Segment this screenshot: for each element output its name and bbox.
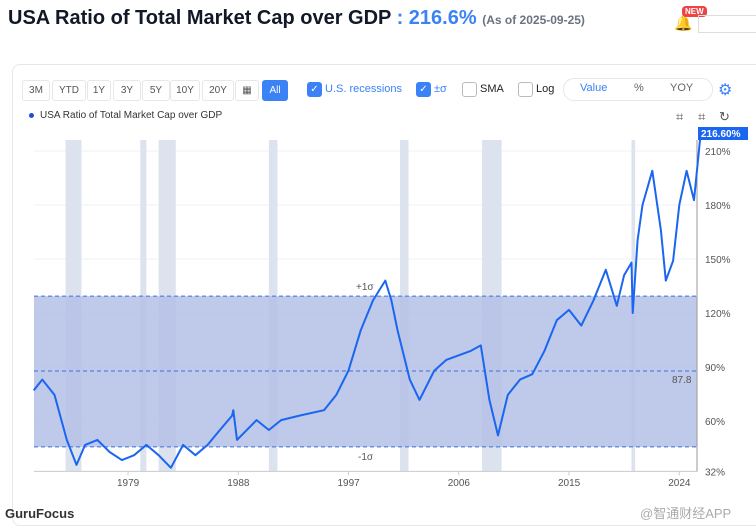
range-10y[interactable]: 10Y: [170, 80, 200, 101]
y-tick-label: 120%: [705, 309, 731, 320]
chart-legend[interactable]: USA Ratio of Total Market Cap over GDP: [29, 110, 222, 121]
search-box[interactable]: [698, 15, 756, 33]
refresh-icon[interactable]: ↻: [719, 109, 730, 124]
y-tick-label: 180%: [705, 201, 731, 212]
plus-sigma-label: +1σ: [356, 282, 374, 293]
range-all[interactable]: All: [262, 80, 288, 101]
crop-icon[interactable]: ⌗: [676, 109, 684, 124]
bell-icon[interactable]: 🔔: [674, 15, 693, 32]
x-tick-label: 2015: [558, 478, 581, 489]
range-5y[interactable]: 5Y: [142, 80, 170, 101]
series-line: [32, 139, 702, 469]
range-3y[interactable]: 3Y: [113, 80, 141, 101]
mode-segment: [563, 78, 713, 101]
y-tick-label: 150%: [705, 255, 731, 266]
range-1y[interactable]: 1Y: [87, 80, 111, 101]
range-ytd[interactable]: YTD: [52, 80, 86, 101]
x-tick-label: 2024: [668, 478, 691, 489]
legend-dot: [29, 112, 34, 118]
watermark: @智通财经APP: [640, 506, 732, 521]
new-badge: NEW: [682, 6, 707, 17]
x-tick-label: 1997: [338, 478, 361, 489]
y-tick-label: 60%: [705, 417, 725, 428]
sigma-label: ±σ: [434, 83, 447, 95]
mode-yoy[interactable]: YOY: [670, 82, 694, 94]
last-value-label: 216.60%: [701, 129, 741, 140]
x-tick-label: 2006: [448, 478, 471, 489]
y-tick-label: 210%: [705, 147, 731, 158]
page-title: USA Ratio of Total Market Cap over GDP :…: [8, 7, 585, 29]
sma-checkbox[interactable]: [462, 82, 477, 97]
sigma-checkbox[interactable]: ✓: [416, 82, 431, 97]
x-tick-label: 1988: [227, 478, 250, 489]
calendar-icon[interactable]: ▦: [235, 80, 259, 101]
mode-value[interactable]: Value: [580, 82, 608, 94]
mean-label: 87.8: [672, 375, 692, 386]
chart-card: [12, 64, 756, 526]
minus-sigma-label: -1σ: [358, 452, 374, 463]
x-tick-label: 1979: [117, 478, 140, 489]
sma-label: SMA: [480, 83, 504, 95]
y-tick-label: 32%: [705, 467, 725, 478]
crop-reset-icon[interactable]: ⌗: [698, 109, 706, 124]
gear-icon[interactable]: ⚙: [718, 82, 733, 99]
as-of-date: (As of 2025-09-25): [482, 13, 585, 27]
mode-percent[interactable]: %: [634, 82, 644, 94]
range-3m[interactable]: 3M: [22, 80, 50, 101]
y-tick-label: 90%: [705, 363, 725, 374]
recessions-checkbox[interactable]: ✓: [307, 82, 322, 97]
current-value: : 216.6%: [396, 7, 477, 29]
brand-label: GuruFocus: [5, 506, 75, 521]
log-checkbox[interactable]: [518, 82, 533, 97]
last-value-tag: [698, 127, 748, 140]
recessions-label: U.S. recessions: [325, 83, 403, 95]
log-label: Log: [536, 83, 555, 95]
range-20y[interactable]: 20Y: [202, 80, 234, 101]
